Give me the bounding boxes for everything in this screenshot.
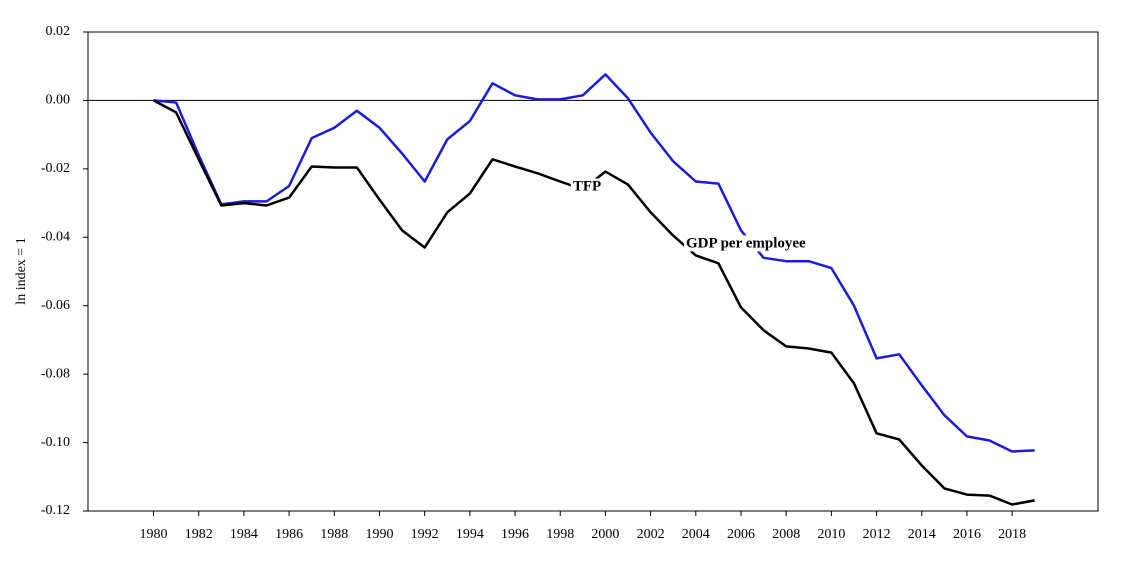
x-tick-label: 2012 <box>863 527 891 542</box>
x-tick-label: 2018 <box>998 527 1026 542</box>
series-label: TFP <box>573 178 601 194</box>
x-tick-label: 2010 <box>817 527 845 542</box>
x-tick-label: 2004 <box>682 527 710 542</box>
series-line <box>152 99 1035 506</box>
x-tick-label: 2002 <box>637 527 665 542</box>
y-tick-label: -0.04 <box>41 230 70 245</box>
x-tick-label: 1988 <box>320 527 348 542</box>
series-label-bg <box>570 178 604 195</box>
x-tick-label: 2000 <box>591 527 619 542</box>
x-tick-label: 1982 <box>185 527 213 542</box>
x-tick-label: 2006 <box>727 527 755 542</box>
x-tick-label: 2016 <box>953 527 981 542</box>
y-tick-label: -0.02 <box>41 161 70 176</box>
x-tick-label: 1994 <box>456 527 484 542</box>
series-line <box>153 73 1035 453</box>
x-tick-label: 1984 <box>230 527 258 542</box>
x-tick-label: 1996 <box>501 527 529 542</box>
series-label: GDP per employee <box>686 235 806 251</box>
x-tick-label: 1990 <box>365 527 393 542</box>
x-tick-label: 1980 <box>140 527 168 542</box>
plot-frame <box>87 31 1099 512</box>
x-tick-label: 2014 <box>908 527 936 542</box>
x-tick-label: 1998 <box>546 527 574 542</box>
y-tick-label: 0.00 <box>46 93 71 108</box>
series-label-bg <box>684 235 809 252</box>
y-tick-label: -0.12 <box>41 503 70 518</box>
y-axis-label: ln index = 1 <box>14 237 29 304</box>
x-tick-label: 2008 <box>772 527 800 542</box>
x-tick-label: 1986 <box>275 527 303 542</box>
y-tick-label: -0.10 <box>41 435 70 450</box>
x-tick-label: 1992 <box>411 527 439 542</box>
y-tick-label: -0.08 <box>41 366 70 381</box>
y-tick-label: 0.02 <box>46 24 71 39</box>
y-tick-label: -0.06 <box>41 298 70 313</box>
